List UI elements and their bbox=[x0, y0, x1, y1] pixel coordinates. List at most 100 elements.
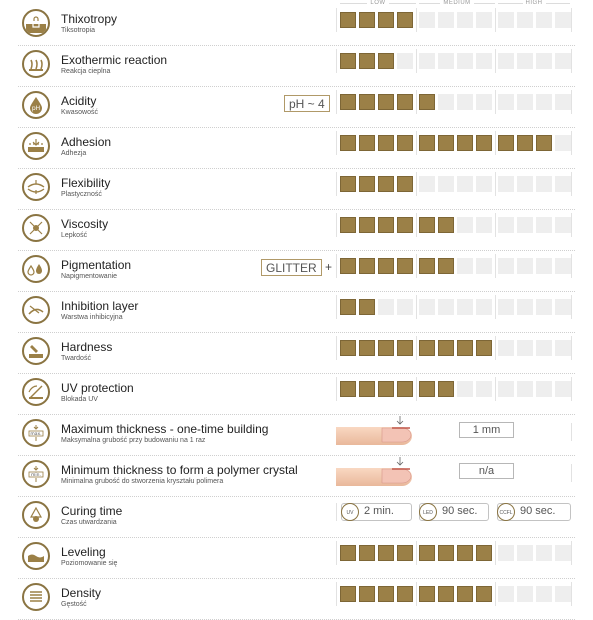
level-square-filled bbox=[378, 12, 394, 28]
property-row: pH Acidity Kwasowość pH ~ 4 bbox=[0, 87, 593, 128]
level-square-empty bbox=[397, 299, 413, 315]
level-square-empty bbox=[498, 94, 514, 110]
level-square-filled bbox=[397, 94, 413, 110]
level-square-filled bbox=[340, 258, 356, 274]
level-square-filled bbox=[340, 176, 356, 192]
level-square-filled bbox=[340, 217, 356, 233]
scale-edge-left bbox=[336, 172, 337, 196]
scale-edge-left bbox=[336, 336, 337, 360]
level-square-filled bbox=[438, 258, 454, 274]
property-subtitle: Warstwa inhibicyjna bbox=[61, 314, 123, 321]
level-square-empty bbox=[438, 12, 454, 28]
scale-label-low: LOW bbox=[340, 0, 416, 6]
scale-edge-left bbox=[336, 503, 337, 521]
scale-group-divider bbox=[495, 295, 496, 319]
level-square-empty bbox=[517, 94, 533, 110]
scale-edge-right bbox=[571, 8, 572, 32]
scale-edge-left bbox=[336, 49, 337, 73]
level-square-filled bbox=[476, 135, 492, 151]
level-square-empty bbox=[457, 258, 473, 274]
level-scale bbox=[336, 334, 572, 362]
level-square-empty bbox=[517, 299, 533, 315]
level-square-empty bbox=[555, 135, 571, 151]
scale-edge-left bbox=[336, 377, 337, 401]
scale-group-divider bbox=[495, 377, 496, 401]
property-title: Thixotropy bbox=[61, 12, 118, 26]
level-scale bbox=[336, 47, 572, 75]
level-square-filled bbox=[359, 299, 375, 315]
hardness-icon bbox=[22, 337, 50, 365]
level-square-empty bbox=[536, 12, 552, 28]
level-square-empty bbox=[498, 217, 514, 233]
scale-group-divider bbox=[495, 541, 496, 565]
curing-time-ccfl: CCFL 90 sec. bbox=[497, 503, 571, 521]
level-square-filled bbox=[397, 586, 413, 602]
level-square-filled bbox=[340, 299, 356, 315]
level-square-empty bbox=[517, 176, 533, 192]
viscosity-icon bbox=[22, 214, 50, 242]
scale-group-divider bbox=[495, 336, 496, 360]
level-square-empty bbox=[419, 12, 435, 28]
row-divider bbox=[18, 496, 575, 497]
level-square-filled bbox=[419, 586, 435, 602]
scale-edge-right bbox=[571, 254, 572, 278]
scale-label-text-medium: MEDIUM bbox=[440, 0, 474, 6]
level-square-empty bbox=[498, 258, 514, 274]
level-square-filled bbox=[419, 258, 435, 274]
scale-group-divider bbox=[416, 49, 417, 73]
scale-edge-right bbox=[571, 582, 572, 606]
level-square-filled bbox=[498, 135, 514, 151]
level-square-empty bbox=[457, 217, 473, 233]
level-square-filled bbox=[378, 545, 394, 561]
leveling-icon bbox=[22, 542, 50, 570]
scale-group-divider bbox=[416, 172, 417, 196]
property-title: Exothermic reaction bbox=[61, 53, 168, 67]
curing-time-value: 90 sec. bbox=[520, 505, 556, 517]
thickness-value: n/a bbox=[459, 463, 514, 479]
scale-edge-right bbox=[571, 377, 572, 401]
level-square-empty bbox=[555, 299, 571, 315]
thixotropy-icon bbox=[22, 9, 50, 37]
property-subtitle: Twardość bbox=[61, 355, 91, 362]
property-subtitle: Napigmentowanie bbox=[61, 273, 118, 280]
level-scale bbox=[336, 129, 572, 157]
property-title: Minimum thickness to form a polymer crys… bbox=[61, 463, 298, 477]
row-divider bbox=[18, 414, 575, 415]
level-square-empty bbox=[536, 381, 552, 397]
property-title: Acidity bbox=[61, 94, 97, 108]
property-row: Flexibility Plastyczność bbox=[0, 169, 593, 210]
level-square-filled bbox=[419, 340, 435, 356]
level-square-empty bbox=[457, 94, 473, 110]
scale-group-divider bbox=[495, 49, 496, 73]
level-square-empty bbox=[536, 299, 552, 315]
property-title: Curing time bbox=[61, 504, 123, 518]
level-square-empty bbox=[438, 299, 454, 315]
level-square-filled bbox=[457, 340, 473, 356]
level-square-empty bbox=[498, 340, 514, 356]
row-divider bbox=[18, 373, 575, 374]
scale-edge-left bbox=[336, 131, 337, 155]
level-square-empty bbox=[555, 217, 571, 233]
property-row: Curing time Czas utwardzania UV 2 min. LED 90… bbox=[0, 497, 593, 538]
scale-edge-right bbox=[571, 213, 572, 237]
property-row: Pigmentation Napigmentowanie GLITTER + bbox=[0, 251, 593, 292]
level-square-filled bbox=[340, 53, 356, 69]
level-square-empty bbox=[498, 586, 514, 602]
property-extra-label: GLITTER bbox=[261, 259, 322, 276]
level-square-filled bbox=[457, 586, 473, 602]
level-square-empty bbox=[555, 381, 571, 397]
property-row: Exothermic reaction Reakcja cieplna bbox=[0, 46, 593, 87]
level-square-filled bbox=[359, 12, 375, 28]
svg-text:min.: min. bbox=[31, 472, 41, 478]
row-divider bbox=[18, 168, 575, 169]
level-square-empty bbox=[536, 176, 552, 192]
level-square-filled bbox=[378, 381, 394, 397]
level-square-filled bbox=[378, 94, 394, 110]
scale-edge-right bbox=[571, 131, 572, 155]
scale-label-medium: MEDIUM bbox=[419, 0, 495, 6]
scale-edge-right bbox=[571, 49, 572, 73]
level-square-filled bbox=[419, 217, 435, 233]
scale-group-divider bbox=[416, 541, 417, 565]
level-square-filled bbox=[419, 135, 435, 151]
exothermic-icon bbox=[22, 50, 50, 78]
